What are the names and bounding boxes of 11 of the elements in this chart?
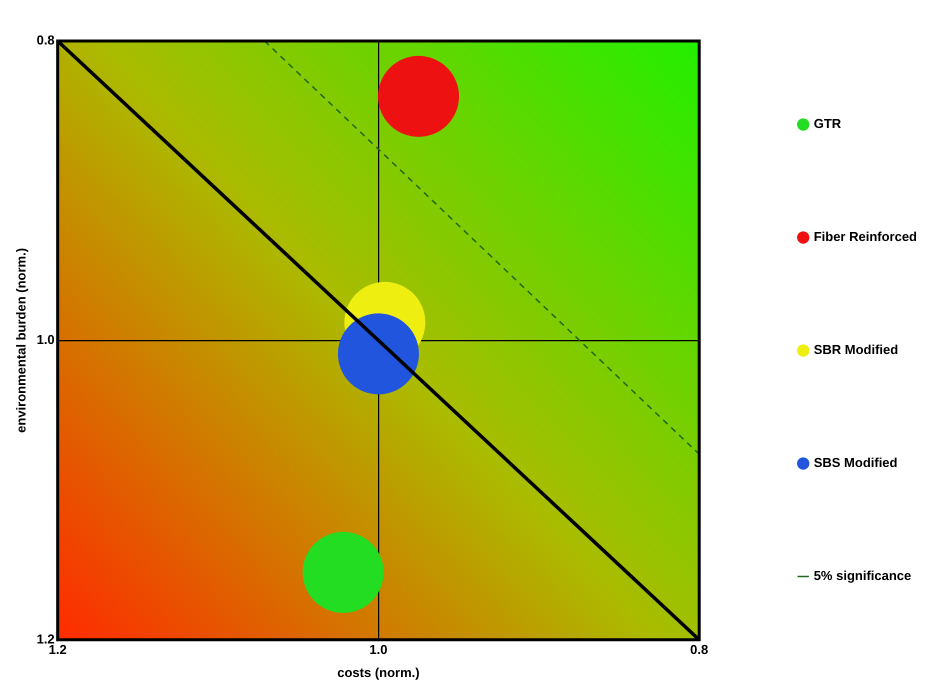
legend-label: Fiber Reinforced [814, 229, 918, 244]
legend-label: GTR [814, 116, 842, 132]
x-tick-label: 0.8 [690, 642, 708, 658]
y-axis-title: environmental burden (norm.) [13, 248, 28, 433]
x-tick-label: 1.0 [369, 642, 388, 658]
legend-label: 5% significance [814, 568, 912, 584]
legend-label: SBS Modified [814, 455, 898, 470]
y-tick-label: 1.0 [36, 332, 55, 347]
legend-label: SBR Modified [814, 342, 898, 358]
y-tick-label: 0.8 [36, 32, 55, 48]
x-axis-title: costs (norm.) [337, 664, 420, 680]
